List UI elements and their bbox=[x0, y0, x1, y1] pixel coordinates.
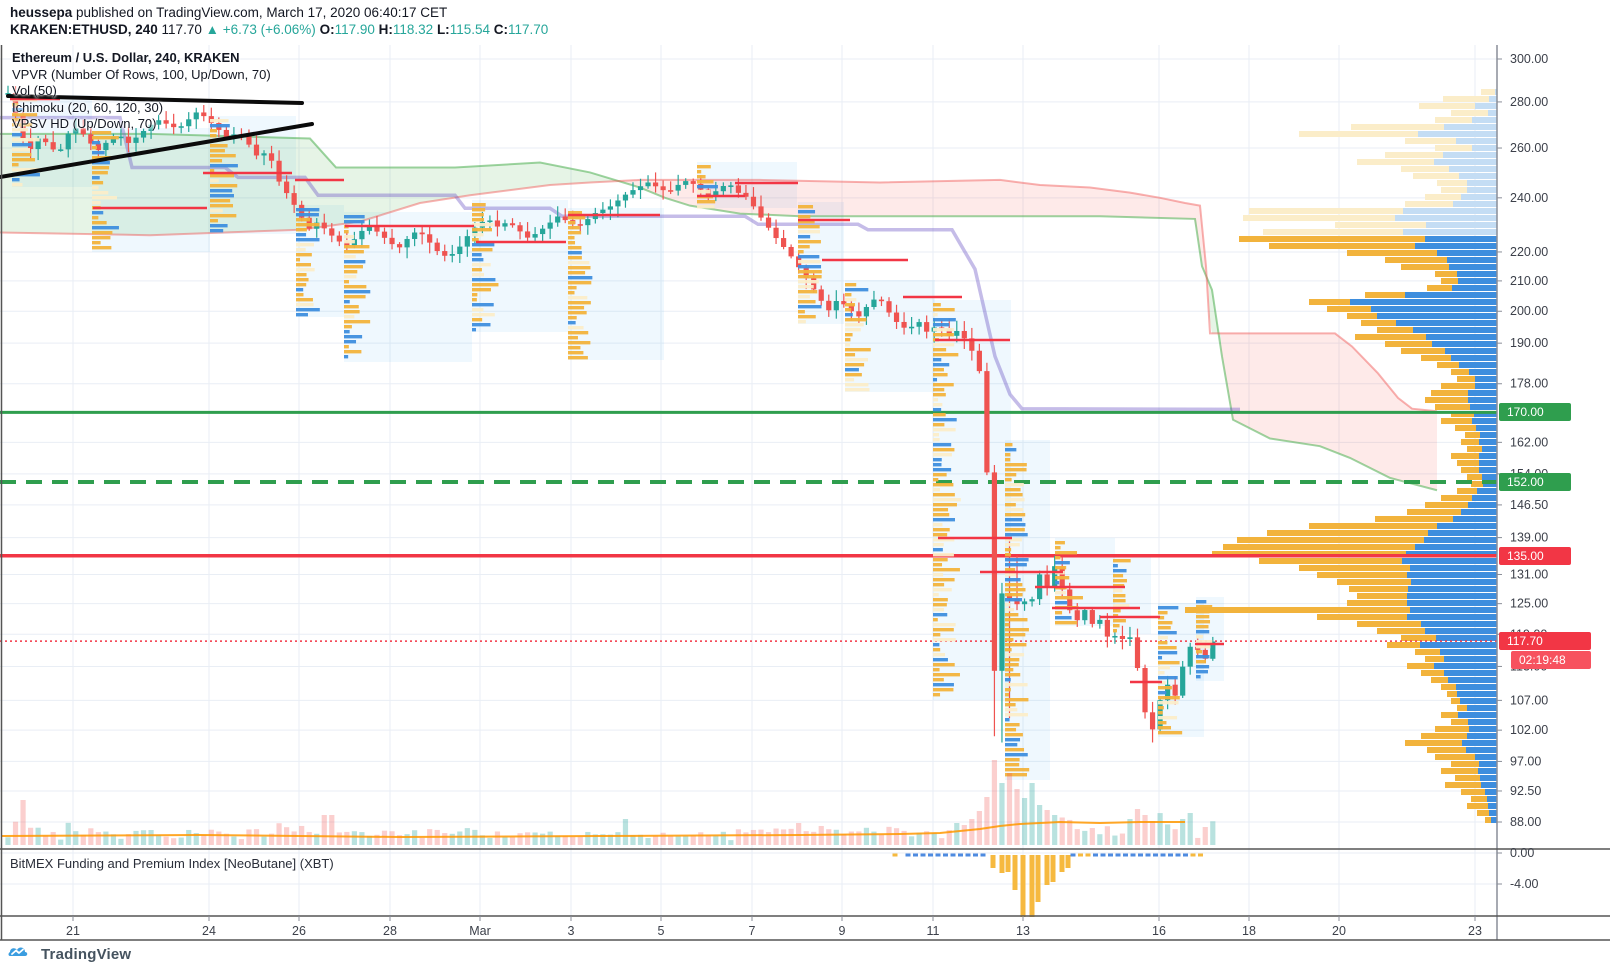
svg-text:200.00: 200.00 bbox=[1510, 304, 1548, 318]
svg-text:26: 26 bbox=[292, 924, 306, 938]
svg-text:162.00: 162.00 bbox=[1510, 435, 1548, 449]
svg-text:13: 13 bbox=[1016, 924, 1030, 938]
price-tag-152: 152.00 bbox=[1499, 473, 1571, 491]
svg-text:7: 7 bbox=[749, 924, 756, 938]
svg-text:220.00: 220.00 bbox=[1510, 245, 1548, 259]
svg-text:125.00: 125.00 bbox=[1510, 597, 1548, 611]
high-label: H: bbox=[378, 22, 393, 37]
svg-text:21: 21 bbox=[66, 924, 80, 938]
funding-indicator-label: BitMEX Funding and Premium Index [NeoBut… bbox=[10, 856, 334, 871]
svg-text:20: 20 bbox=[1332, 924, 1346, 938]
current-price-tag: 117.70 bbox=[1499, 632, 1591, 650]
high-value: 118.32 bbox=[392, 22, 434, 37]
svg-text:190.00: 190.00 bbox=[1510, 336, 1548, 350]
tradingview-logo-icon bbox=[8, 944, 34, 964]
svg-text:102.00: 102.00 bbox=[1510, 723, 1548, 737]
header: heussepa published on TradingView.com, M… bbox=[10, 4, 548, 38]
author-name: heussepa bbox=[10, 5, 73, 20]
volume-ma-line bbox=[1, 820, 1185, 839]
svg-text:146.50: 146.50 bbox=[1510, 498, 1548, 512]
level-lines bbox=[0, 410, 1497, 642]
svg-text:16: 16 bbox=[1152, 924, 1166, 938]
close-label: C: bbox=[493, 22, 508, 37]
vpvr-profile bbox=[1185, 89, 1497, 823]
svg-text:0.00: 0.00 bbox=[1510, 846, 1534, 860]
last-price: 117.70 bbox=[161, 22, 202, 37]
symbol-info: KRAKEN:ETHUSD, 240 117.70 ▲ +6.73 (+6.06… bbox=[10, 21, 548, 38]
axis-labels: 300.00280.00260.00240.00220.00210.00200.… bbox=[66, 52, 1548, 938]
price-tag-135: 135.00 bbox=[1499, 547, 1571, 565]
svg-text:11: 11 bbox=[927, 924, 940, 938]
svg-text:3: 3 bbox=[568, 924, 575, 938]
svg-text:139.00: 139.00 bbox=[1510, 531, 1548, 545]
funding-plot bbox=[892, 853, 1203, 917]
svg-text:23: 23 bbox=[1468, 924, 1482, 938]
volume-bars bbox=[5, 760, 1216, 845]
svg-text:9: 9 bbox=[839, 924, 846, 938]
tradingview-wordmark: TradingView bbox=[41, 945, 132, 963]
footer-brand[interactable]: TradingView bbox=[8, 944, 131, 964]
svg-text:300.00: 300.00 bbox=[1510, 52, 1548, 66]
svg-text:18: 18 bbox=[1242, 924, 1256, 938]
price-tag-170: 170.00 bbox=[1499, 403, 1571, 421]
time-scale[interactable] bbox=[0, 916, 1497, 941]
bar-countdown-tag: 02:19:48 bbox=[1511, 651, 1591, 669]
close-value: 117.70 bbox=[508, 22, 549, 37]
publish-meta: published on TradingView.com, March 17, … bbox=[72, 5, 448, 20]
svg-text:-4.00: -4.00 bbox=[1510, 877, 1539, 891]
svg-text:92.50: 92.50 bbox=[1510, 784, 1541, 798]
session-mini-profiles bbox=[12, 98, 1213, 777]
svg-text:178.00: 178.00 bbox=[1510, 377, 1548, 391]
svg-text:107.00: 107.00 bbox=[1510, 693, 1548, 707]
svg-text:131.00: 131.00 bbox=[1510, 567, 1548, 581]
svg-text:97.00: 97.00 bbox=[1510, 754, 1541, 768]
kijun-line bbox=[0, 115, 1241, 412]
main-price-pane[interactable] bbox=[0, 45, 1497, 849]
open-value: 117.90 bbox=[334, 22, 375, 37]
session-poc-lines bbox=[10, 97, 1224, 684]
symbol-interval: KRAKEN:ETHUSD, 240 bbox=[10, 22, 158, 37]
candles bbox=[5, 85, 1216, 743]
svg-text:Mar: Mar bbox=[469, 924, 491, 938]
svg-text:88.00: 88.00 bbox=[1510, 815, 1541, 829]
publish-info: heussepa published on TradingView.com, M… bbox=[10, 4, 548, 21]
price-change: ▲ +6.73 (+6.06%) bbox=[205, 22, 316, 37]
svg-text:210.00: 210.00 bbox=[1510, 274, 1548, 288]
svg-text:24: 24 bbox=[202, 924, 216, 938]
svg-text:5: 5 bbox=[658, 924, 665, 938]
low-value: 115.54 bbox=[449, 22, 490, 37]
low-label: L: bbox=[436, 22, 450, 37]
svg-text:280.00: 280.00 bbox=[1510, 95, 1548, 109]
trend-lines bbox=[0, 94, 314, 179]
svg-text:28: 28 bbox=[383, 924, 397, 938]
open-label: O: bbox=[319, 22, 335, 37]
svg-text:260.00: 260.00 bbox=[1510, 141, 1548, 155]
svg-text:240.00: 240.00 bbox=[1510, 191, 1548, 205]
